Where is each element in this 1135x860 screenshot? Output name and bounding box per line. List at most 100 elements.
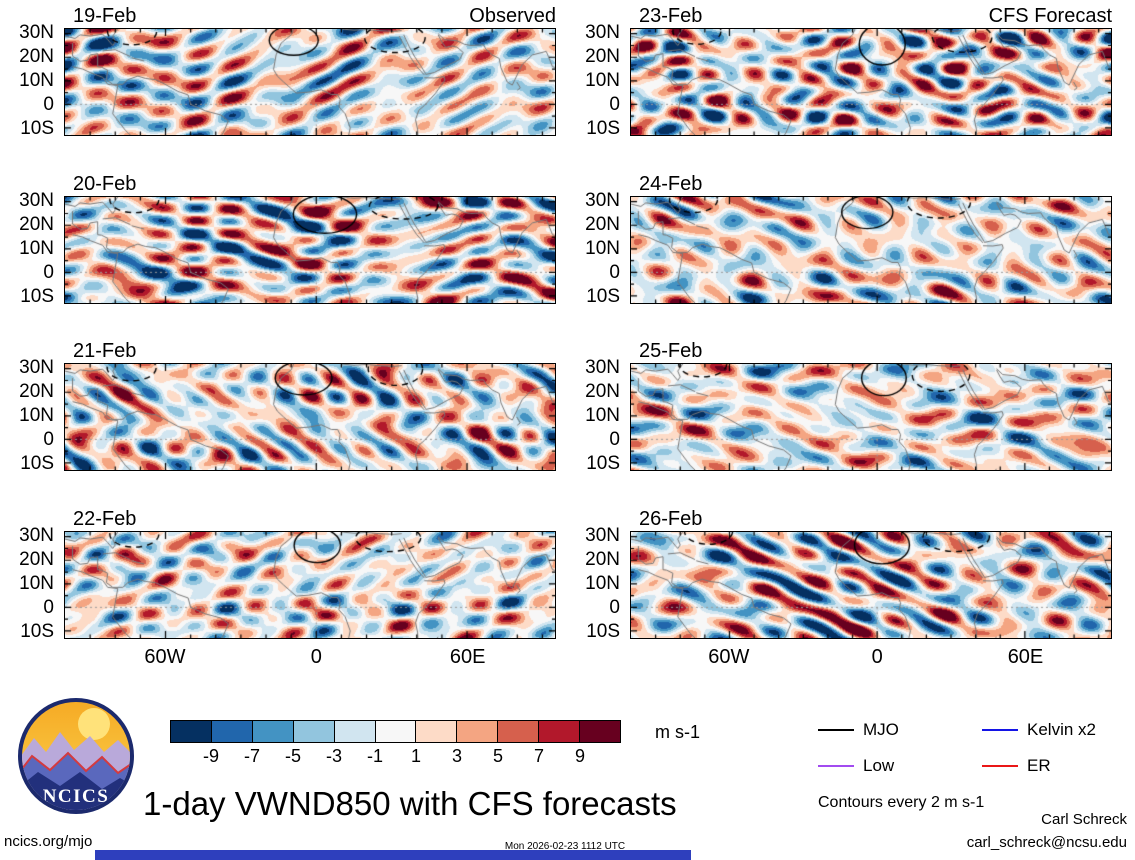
y-axis-labels: 30N 20N 10N 0 10S — [572, 357, 624, 474]
y-tick-label: 30N — [19, 524, 54, 546]
y-tick-label: 10S — [20, 285, 54, 307]
map-panel-fcst-4: 26-Feb 30N 20N 10N 0 10S — [585, 505, 1112, 642]
y-tick-label: 10N — [19, 572, 54, 594]
map-panel-fcst-2: 24-Feb 30N 20N 10N 0 10S — [585, 170, 1112, 307]
y-tick-label: 0 — [609, 596, 620, 618]
y-tick-label: 0 — [609, 428, 620, 450]
map-canvas — [65, 29, 555, 135]
map-canvas — [65, 532, 555, 638]
panel-title-row: 20-Feb — [64, 170, 556, 196]
y-tick-label: 10S — [586, 117, 620, 139]
y-tick-label: 10N — [19, 404, 54, 426]
map-plot — [64, 28, 556, 136]
colorbar-tick-label: -7 — [243, 746, 261, 766]
x-tick-label: 0 — [310, 646, 322, 668]
x-tick-label: 60W — [708, 646, 750, 668]
map-panel-fcst-1: 23-Feb CFS Forecast 30N 20N 10N 0 10S — [585, 2, 1112, 139]
legend-item: Kelvin x2 — [982, 720, 1135, 740]
map-plot — [630, 196, 1112, 304]
y-tick-label: 10N — [585, 572, 620, 594]
y-tick-label: 20N — [585, 45, 620, 67]
colorbar-segment — [333, 721, 375, 742]
colorbar-tick-label: 3 — [451, 746, 463, 766]
x-tick-label: 60W — [144, 646, 186, 668]
contour-note: Contours every 2 m s-1 — [818, 794, 985, 811]
panel-date: 23-Feb — [639, 5, 703, 27]
y-tick-label: 30N — [19, 21, 54, 43]
panel-date: 24-Feb — [639, 173, 703, 195]
map-plot — [630, 363, 1112, 471]
legend-label: Kelvin x2 — [1027, 720, 1096, 739]
timestamp: Mon 2026-02-23 1112 UTC — [504, 841, 626, 852]
colorbar-tick-label: -5 — [284, 746, 302, 766]
y-axis-labels: 30N 20N 10N 0 10S — [572, 190, 624, 307]
panel-title-row: 21-Feb — [64, 337, 556, 363]
main-title: 1-day VWND850 with CFS forecasts — [143, 785, 677, 822]
y-tick-label: 20N — [19, 380, 54, 402]
legend-label: ER — [1027, 756, 1051, 775]
map-canvas — [65, 364, 555, 470]
x-tick-label: 60E — [1007, 646, 1044, 668]
panel-title-row: 19-Feb Observed — [64, 2, 556, 28]
legend-line-sample — [982, 764, 1018, 768]
y-tick-label: 20N — [19, 548, 54, 570]
credit-name: Carl Schreck — [1041, 811, 1127, 828]
panel-title-row: 24-Feb — [630, 170, 1112, 196]
map-panel-obs-2: 20-Feb 30N 20N 10N 0 10S — [19, 170, 556, 307]
y-tick-label: 0 — [43, 428, 54, 450]
y-tick-label: 10N — [585, 404, 620, 426]
y-axis-labels: 30N 20N 10N 0 10S — [6, 357, 58, 474]
ncics-logo: NCICS — [18, 698, 134, 814]
colorbar-segment — [292, 721, 334, 742]
x-axis-labels-left: 60W 0 60E — [64, 646, 556, 672]
panel-date: 19-Feb — [73, 5, 137, 27]
colorbar-tick-label: -9 — [202, 746, 220, 766]
y-tick-label: 10N — [585, 69, 620, 91]
y-tick-label: 30N — [585, 189, 620, 211]
footer-bar — [95, 850, 691, 860]
logo-red-ridge-line — [22, 751, 130, 775]
map-canvas — [631, 29, 1111, 135]
y-axis-labels: 30N 20N 10N 0 10S — [6, 190, 58, 307]
x-tick-label: 60E — [449, 646, 486, 668]
panel-title-row: 22-Feb — [64, 505, 556, 531]
panel-date: 26-Feb — [639, 508, 703, 530]
y-tick-label: 10S — [20, 117, 54, 139]
legend-line-sample — [982, 728, 1018, 732]
y-tick-label: 0 — [609, 261, 620, 283]
x-axis-labels-right: 60W 0 60E — [630, 646, 1112, 672]
panel-date: 21-Feb — [73, 340, 137, 362]
colorbar-labels: -9 -7 -5 -3 -1 1 3 5 7 9 — [170, 746, 621, 768]
map-canvas — [65, 197, 555, 303]
y-tick-label: 10S — [586, 285, 620, 307]
map-plot — [64, 363, 556, 471]
colorbar-tick-label: 1 — [410, 746, 422, 766]
colorbar-segment — [579, 721, 620, 742]
logo-sun — [78, 708, 110, 740]
y-tick-label: 20N — [19, 45, 54, 67]
map-canvas — [631, 364, 1111, 470]
y-tick-label: 30N — [585, 524, 620, 546]
map-plot — [64, 196, 556, 304]
y-tick-label: 10S — [20, 620, 54, 642]
y-tick-label: 20N — [585, 548, 620, 570]
logo-art: NCICS — [22, 702, 130, 810]
colorbar-units: m s-1 — [655, 722, 700, 742]
y-tick-label: 0 — [609, 93, 620, 115]
y-tick-label: 20N — [585, 380, 620, 402]
y-tick-label: 20N — [19, 213, 54, 235]
map-plot — [630, 28, 1112, 136]
map-plot — [630, 531, 1112, 639]
legend-item: MJO — [818, 720, 982, 740]
map-panel-obs-1: 19-Feb Observed 30N 20N 10N 0 10S — [19, 2, 556, 139]
legend-label: MJO — [863, 720, 899, 739]
logo-text: NCICS — [43, 786, 110, 807]
legend-line-sample — [818, 764, 854, 768]
column-header-forecast: CFS Forecast — [988, 5, 1112, 27]
panel-title-row: 25-Feb — [630, 337, 1112, 363]
y-tick-label: 10S — [20, 452, 54, 474]
legend-line-sample — [818, 728, 854, 732]
colorbar: -9 -7 -5 -3 -1 1 3 5 7 9 — [170, 720, 621, 768]
map-plot — [64, 531, 556, 639]
